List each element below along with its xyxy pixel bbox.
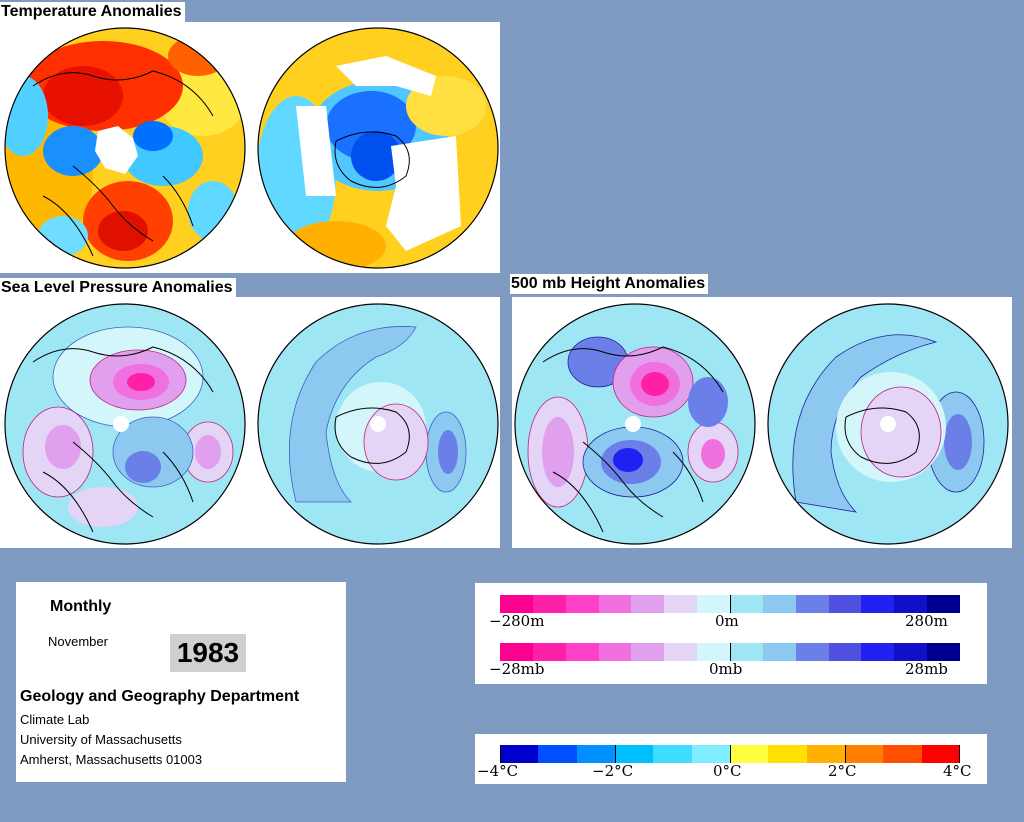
colorbar-segment xyxy=(762,643,796,661)
colorbar-segment xyxy=(631,595,665,613)
temp-tick-m2 xyxy=(615,745,616,763)
info-box: Monthly November 1983 Geology and Geogra… xyxy=(16,582,346,782)
temp-label-m2: −2°C xyxy=(592,762,634,780)
department-label: Geology and Geography Department xyxy=(20,688,300,705)
colorbar-segment xyxy=(691,745,730,763)
colorbar-segment xyxy=(697,595,731,613)
colorbar-segment xyxy=(631,643,665,661)
colorbar-segment xyxy=(598,595,632,613)
temp-label-2: 2°C xyxy=(828,762,857,780)
temp-label-0: 0°C xyxy=(713,762,742,780)
colorbar-segment xyxy=(795,595,829,613)
colorbar-segment xyxy=(729,745,769,763)
colorbar-segment xyxy=(730,595,763,613)
colorbar-segment xyxy=(565,595,599,613)
temperature-globe-north xyxy=(3,26,247,270)
temperature-colorbar xyxy=(500,745,960,763)
colorbar-segment xyxy=(500,595,533,613)
colorbar-segment xyxy=(614,745,654,763)
height-pressure-scale: −280m 0m 280m −28mb 0mb 28mb xyxy=(475,583,987,684)
height500-globe-north xyxy=(513,302,757,546)
colorbar-segment xyxy=(653,745,692,763)
slp-globe-north xyxy=(3,302,247,546)
height-max-label: 280m xyxy=(905,612,948,630)
lab-label: Climate Lab xyxy=(20,712,90,727)
colorbar-segment xyxy=(538,745,577,763)
slp-globe-south xyxy=(256,302,500,546)
university-label: University of Massachusetts xyxy=(20,732,182,747)
colorbar-segment xyxy=(576,745,615,763)
temperature-scale: −4°C −2°C 0°C 2°C 4°C xyxy=(475,734,987,784)
colorbar-segment xyxy=(828,595,862,613)
colorbar-segment xyxy=(795,643,829,661)
colorbar-segment xyxy=(664,595,698,613)
colorbar-segment xyxy=(768,745,807,763)
colorbar-segment xyxy=(921,745,960,763)
colorbar-segment xyxy=(927,643,961,661)
temp-label-m4: −4°C xyxy=(477,762,519,780)
height-colorbar xyxy=(500,595,961,613)
colorbar-segment xyxy=(565,643,599,661)
colorbar-segment xyxy=(894,595,928,613)
colorbar-segment xyxy=(927,595,961,613)
height500-globe-south xyxy=(766,302,1010,546)
temp-tick-0 xyxy=(730,745,731,763)
pressure-zero-tick xyxy=(730,643,731,661)
address-label: Amherst, Massachusetts 01003 xyxy=(20,752,203,767)
temperature-globe-south xyxy=(256,26,500,270)
colorbar-segment xyxy=(730,643,763,661)
month-label: November xyxy=(48,634,108,649)
pressure-min-label: −28mb xyxy=(489,660,545,678)
temp-tick-2 xyxy=(845,745,846,763)
colorbar-segment xyxy=(697,643,731,661)
height-mid-label: 0m xyxy=(715,612,739,630)
colorbar-segment xyxy=(532,595,566,613)
colorbar-segment xyxy=(598,643,632,661)
colorbar-segment xyxy=(762,595,796,613)
pressure-mid-label: 0mb xyxy=(709,660,743,678)
year-label: 1983 xyxy=(170,634,246,672)
temp-tick-m4 xyxy=(500,745,501,763)
temp-tick-4 xyxy=(959,745,960,763)
height-min-label: −280m xyxy=(489,612,545,630)
colorbar-segment xyxy=(500,745,539,763)
colorbar-segment xyxy=(828,643,862,661)
frequency-label: Monthly xyxy=(50,598,112,615)
colorbar-segment xyxy=(532,643,566,661)
pressure-max-label: 28mb xyxy=(905,660,948,678)
colorbar-segment xyxy=(500,643,533,661)
height500-title: 500 mb Height Anomalies xyxy=(510,274,709,294)
temp-label-4: 4°C xyxy=(943,762,972,780)
colorbar-segment xyxy=(883,745,922,763)
colorbar-segment xyxy=(861,643,895,661)
colorbar-segment xyxy=(664,643,698,661)
height-zero-tick xyxy=(730,595,731,613)
colorbar-segment xyxy=(894,643,928,661)
colorbar-segment xyxy=(844,745,884,763)
pressure-colorbar xyxy=(500,643,961,661)
colorbar-segment xyxy=(861,595,895,613)
slp-title: Sea Level Pressure Anomalies xyxy=(0,278,236,298)
temperature-title: Temperature Anomalies xyxy=(0,2,185,22)
colorbar-segment xyxy=(806,745,845,763)
